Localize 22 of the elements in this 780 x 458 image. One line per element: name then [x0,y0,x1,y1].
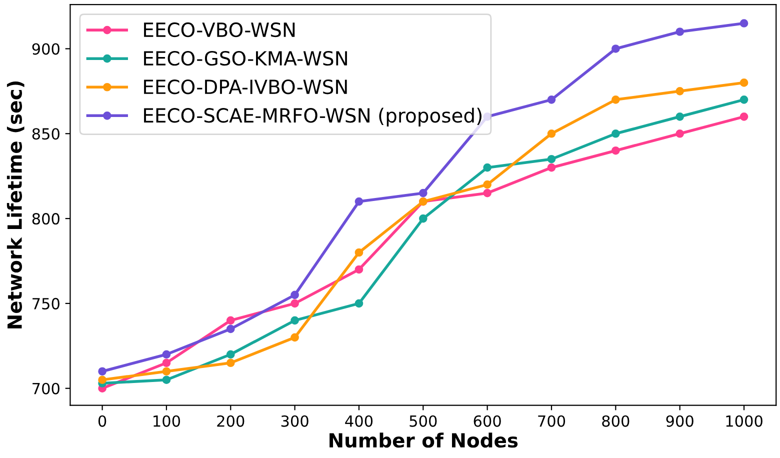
legend-label: EECO-SCAE-MRFO-WSN (proposed) [144,108,482,127]
x-tick-label: 400 [345,415,373,427]
x-tick-label: 300 [281,415,308,427]
x-tick-label: 500 [410,415,437,427]
legend-label: EECO-DPA-IVBO-WSN [144,80,347,94]
x-tick-label: 700 [538,415,566,427]
y-tick-label: 850 [32,128,60,140]
x-axis-title: Number of Nodes [330,432,518,448]
y-tick-label: 800 [32,213,60,225]
y-tick-label: 750 [32,298,60,310]
x-tick-label: 800 [602,415,630,427]
x-tick-label: 0 [98,415,106,427]
legend-label: EECO-GSO-KMA-WSN [144,50,347,66]
x-tick-label: 900 [666,415,694,427]
y-tick-label: 700 [32,382,60,394]
x-tick-label: 200 [217,415,244,427]
y-axis-title: Network Lifetime (sec) [6,81,24,328]
x-tick-label: 600 [474,415,501,427]
y-tick-label: 900 [32,43,60,55]
x-tick-label: 1000 [726,415,762,427]
x-tick-label: 100 [154,415,180,427]
legend-label: EECO-VBO-WSN [144,22,295,38]
